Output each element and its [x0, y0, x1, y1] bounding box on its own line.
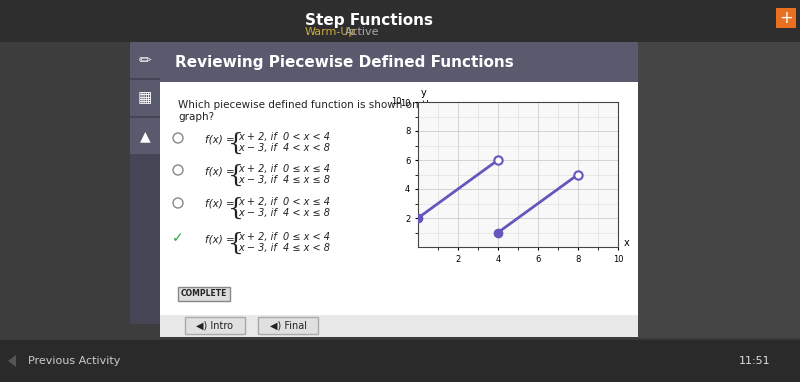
Text: x + 2, if  0 ≤ x ≤ 4: x + 2, if 0 ≤ x ≤ 4 [238, 164, 330, 174]
Bar [185, 317, 245, 334]
Text: ◀) Intro: ◀) Intro [197, 320, 234, 330]
Bar [638, 42, 800, 338]
Text: ◀) Final: ◀) Final [270, 320, 306, 330]
Text: ▲: ▲ [140, 129, 150, 143]
Bar [130, 80, 160, 116]
Text: f(x) =: f(x) = [205, 234, 234, 244]
Text: 10: 10 [391, 97, 402, 107]
Bar [130, 118, 160, 154]
Text: x + 2, if  0 < x ≤ 4: x + 2, if 0 < x ≤ 4 [238, 197, 330, 207]
Text: Warm-Up: Warm-Up [305, 27, 357, 37]
Bar [130, 42, 160, 78]
Text: {: { [228, 197, 244, 220]
Text: 11:51: 11:51 [738, 356, 770, 366]
Bar [185, 317, 245, 334]
Bar [0, 0, 160, 382]
Text: Active: Active [345, 27, 379, 37]
Text: Step Functions: Step Functions [305, 13, 433, 28]
Bar [178, 287, 230, 301]
Bar [160, 42, 638, 82]
Bar [130, 42, 160, 324]
Text: x − 3, if  4 ≤ x ≤ 8: x − 3, if 4 ≤ x ≤ 8 [238, 175, 330, 185]
Text: ▦: ▦ [138, 91, 152, 105]
Text: f(x) =: f(x) = [205, 134, 234, 144]
Text: COMPLETE: COMPLETE [181, 290, 227, 298]
Text: y: y [421, 87, 427, 98]
Text: ✓: ✓ [172, 231, 184, 245]
Text: x + 2, if  0 < x < 4: x + 2, if 0 < x < 4 [238, 132, 330, 142]
Text: x: x [624, 238, 630, 248]
Bar [178, 287, 230, 301]
Bar [160, 82, 638, 337]
Text: ✏: ✏ [138, 52, 151, 68]
Text: x − 3, if  4 ≤ x < 8: x − 3, if 4 ≤ x < 8 [238, 243, 330, 253]
Text: Which piecewise defined function is shown on the: Which piecewise defined function is show… [178, 100, 439, 110]
Text: {: { [228, 132, 244, 155]
Text: {: { [228, 232, 244, 255]
Text: Reviewing Piecewise Defined Functions: Reviewing Piecewise Defined Functions [175, 55, 514, 70]
Text: f(x) =: f(x) = [205, 199, 234, 209]
Text: graph?: graph? [178, 112, 214, 122]
Bar [258, 317, 318, 334]
Bar [776, 8, 796, 28]
Bar [0, 340, 800, 382]
Bar [418, 102, 618, 247]
Text: x − 3, if  4 < x < 8: x − 3, if 4 < x < 8 [238, 143, 330, 153]
Text: x − 3, if  4 < x ≤ 8: x − 3, if 4 < x ≤ 8 [238, 208, 330, 218]
Text: {: { [228, 164, 244, 187]
Bar [160, 42, 638, 337]
Text: Previous Activity: Previous Activity [28, 356, 120, 366]
Text: +: + [779, 9, 793, 27]
Text: f(x) =: f(x) = [205, 166, 234, 176]
Polygon shape [8, 355, 16, 367]
Text: x + 2, if  0 ≤ x < 4: x + 2, if 0 ≤ x < 4 [238, 232, 330, 242]
Bar [160, 315, 638, 337]
Bar [258, 317, 318, 334]
Bar [0, 0, 800, 42]
